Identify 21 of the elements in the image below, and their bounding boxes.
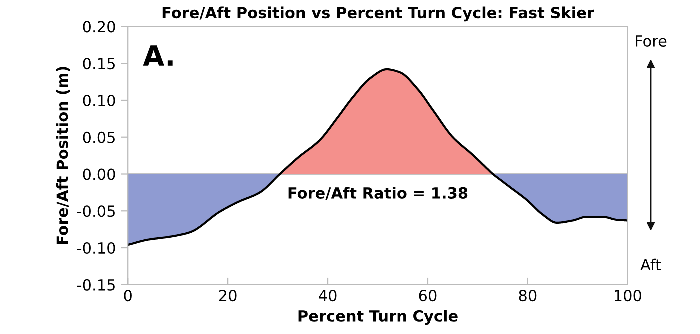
y-tick-label: -0.15 bbox=[78, 279, 115, 291]
y-axis-title: Fore/Aft Position (m) bbox=[56, 67, 70, 244]
x-axis-title: Percent Turn Cycle bbox=[298, 310, 458, 326]
y-tick-label: 0.10 bbox=[83, 94, 116, 107]
x-tick-label: 0 bbox=[124, 290, 132, 302]
annotation: Fore/Aft Ratio = 1.38 bbox=[288, 187, 468, 200]
y-tick-label: 0.15 bbox=[83, 58, 115, 70]
y-tick-label: 0.05 bbox=[83, 132, 115, 144]
y-tick-label: 0.20 bbox=[83, 21, 116, 33]
x-tick-label: 100 bbox=[614, 290, 642, 302]
y-tick-label: -0.05 bbox=[78, 206, 115, 218]
y-tick-label: -0.10 bbox=[78, 242, 116, 254]
x-tick-label: 40 bbox=[319, 290, 337, 302]
text: Aft bbox=[640, 258, 662, 271]
y-tick-label: 0.00 bbox=[83, 168, 116, 180]
text: Fore bbox=[636, 36, 667, 47]
x-tick-label: 80 bbox=[519, 290, 537, 302]
annotation: A. bbox=[143, 46, 173, 66]
chart-title: Fore/Aft Position vs Percent Turn Cycle: Fast Skier bbox=[162, 6, 594, 22]
x-tick-label: 20 bbox=[219, 290, 237, 302]
x-tick-label: 60 bbox=[419, 290, 437, 302]
